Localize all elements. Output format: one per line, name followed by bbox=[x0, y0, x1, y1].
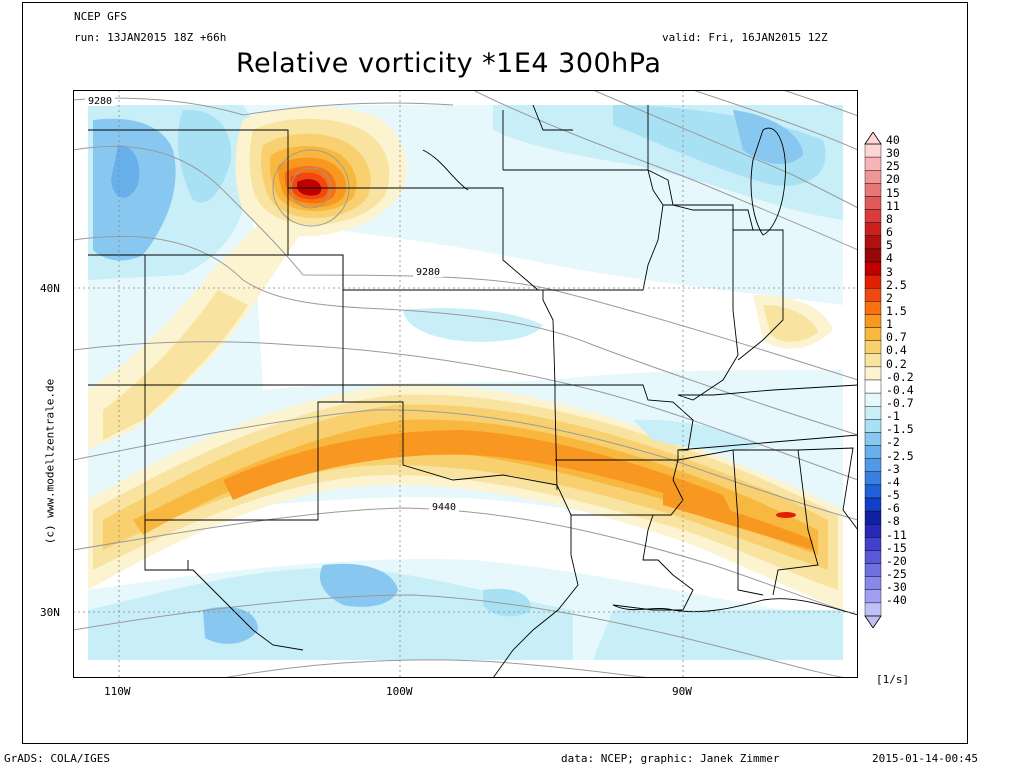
vorticity-field bbox=[88, 105, 843, 660]
colorbar-swatch bbox=[864, 484, 882, 499]
colorbar-swatch bbox=[864, 235, 882, 250]
colorbar-swatch bbox=[864, 419, 882, 433]
colorbar-tick-label: 30 bbox=[886, 146, 900, 161]
colorbar-tick-label: 3 bbox=[886, 264, 893, 279]
colorbar-tick-label: -40 bbox=[886, 593, 907, 608]
lat-label-40n: 40N bbox=[40, 282, 60, 295]
colorbar-swatch bbox=[864, 576, 882, 590]
colorbar-swatch bbox=[864, 550, 882, 564]
colorbar-tick-label: -15 bbox=[886, 540, 907, 555]
colorbar-swatch bbox=[864, 445, 882, 459]
colorbar-tick-label: 0.2 bbox=[886, 356, 907, 371]
footer-software: GrADS: COLA/IGES bbox=[4, 752, 110, 765]
colorbar-swatch bbox=[864, 524, 882, 538]
colorbar-swatch bbox=[864, 156, 882, 171]
colorbar-tick-label: 8 bbox=[886, 211, 893, 226]
colorbar-tick-label: -8 bbox=[886, 514, 900, 529]
colorbar-swatch bbox=[864, 196, 882, 210]
colorbar-tick-label: 5 bbox=[886, 238, 893, 253]
chart-title: Relative vorticity *1E4 300hPa bbox=[236, 48, 662, 79]
plot-frame bbox=[22, 2, 968, 744]
colorbar-tick-label: -0.2 bbox=[886, 369, 914, 384]
contour-label: 9280 bbox=[416, 267, 440, 278]
colorbar-tick-label: 4 bbox=[886, 251, 893, 266]
political-borders bbox=[88, 104, 858, 678]
colorbar-tick-label: -3 bbox=[886, 461, 900, 476]
colorbar-swatch bbox=[864, 379, 882, 394]
colorbar-swatch bbox=[864, 497, 882, 512]
colorbar-tick-label: -2.5 bbox=[886, 448, 914, 463]
colorbar-tick-label: -0.7 bbox=[886, 396, 914, 410]
watermark: (c) www.modellzentrale.de bbox=[43, 378, 57, 545]
colorbar-swatch bbox=[864, 183, 882, 197]
lon-label-100w: 100W bbox=[386, 685, 413, 698]
colorbar-swatch bbox=[864, 301, 882, 315]
colorbar-swatch bbox=[864, 392, 882, 407]
colorbar-swatch bbox=[864, 222, 882, 236]
colorbar-tick-label: 20 bbox=[886, 172, 900, 187]
colorbar-swatch bbox=[864, 261, 882, 276]
colorbar-swatch bbox=[864, 248, 882, 263]
colorbar-tick-label: -30 bbox=[886, 580, 907, 595]
colorbar-tick-label: -4 bbox=[886, 474, 900, 489]
contour-label: 9280 bbox=[88, 96, 112, 107]
colorbar-swatch bbox=[864, 366, 882, 381]
colorbar-swatch bbox=[864, 274, 882, 289]
colorbar-tick-label: -25 bbox=[886, 566, 907, 581]
colorbar-tick-label: -5 bbox=[886, 488, 900, 503]
colorbar-swatch bbox=[864, 510, 882, 525]
valid-time: valid: Fri, 16JAN2015 12Z bbox=[662, 31, 828, 44]
colorbar-tick-label: 15 bbox=[886, 185, 900, 200]
map-border bbox=[73, 90, 858, 678]
colorbar-tick-label: 6 bbox=[886, 225, 893, 240]
lon-label-110w: 110W bbox=[104, 685, 131, 698]
colorbar-swatch bbox=[864, 602, 882, 617]
colorbar-swatch bbox=[864, 406, 882, 420]
colorbar-swatch bbox=[864, 353, 882, 368]
colorbar-tick-label: 0.4 bbox=[886, 343, 907, 358]
colorbar-tick-label: 2.5 bbox=[886, 277, 907, 292]
lat-label-30n: 30N bbox=[40, 606, 60, 619]
colorbar-tick-label: -1.5 bbox=[886, 422, 914, 437]
colorbar-swatch bbox=[864, 589, 882, 604]
colorbar-tick-label: -1 bbox=[886, 409, 900, 424]
colorbar-top-arrow bbox=[864, 132, 882, 145]
colorbar-swatch bbox=[864, 471, 882, 486]
colorbar-swatch bbox=[864, 458, 882, 472]
colorbar-unit: [1/s] bbox=[876, 673, 910, 686]
footer-credit: data: NCEP; graphic: Janek Zimmer bbox=[561, 752, 780, 765]
colorbar-swatch bbox=[864, 340, 882, 354]
colorbar bbox=[864, 132, 882, 628]
contour-label: 9440 bbox=[432, 502, 456, 513]
colorbar-bottom-arrow bbox=[864, 615, 882, 628]
colorbar-tick-label: 2 bbox=[886, 290, 893, 305]
colorbar-tick-label: 0.7 bbox=[886, 330, 907, 345]
colorbar-swatch bbox=[864, 563, 882, 577]
footer-timestamp: 2015-01-14-00:45 bbox=[872, 752, 978, 765]
colorbar-swatch bbox=[864, 327, 882, 341]
colorbar-swatch bbox=[864, 314, 882, 328]
vorticity-map: 9280 9280 9440 bbox=[73, 90, 858, 678]
model-name: NCEP GFS bbox=[74, 10, 127, 23]
colorbar-tick-label: 11 bbox=[886, 198, 900, 213]
colorbar-tick-label: -20 bbox=[886, 553, 907, 568]
colorbar-tick-label: -11 bbox=[886, 527, 907, 542]
lon-label-90w: 90W bbox=[672, 685, 692, 698]
colorbar-swatch bbox=[864, 288, 882, 302]
colorbar-tick-label: -6 bbox=[886, 501, 900, 516]
colorbar-tick-label: -2 bbox=[886, 435, 900, 450]
colorbar-tick-label: 40 bbox=[886, 133, 900, 147]
colorbar-tick-label: -0.4 bbox=[886, 382, 914, 397]
colorbar-swatch bbox=[864, 209, 882, 223]
colorbar-swatch bbox=[864, 537, 882, 551]
colorbar-tick-label: 25 bbox=[886, 159, 900, 174]
colorbar-swatch bbox=[864, 170, 882, 184]
lat-lon-grid bbox=[73, 90, 858, 678]
colorbar-tick-label: 1.5 bbox=[886, 303, 907, 318]
colorbar-swatch bbox=[864, 143, 882, 158]
colorbar-swatch bbox=[864, 432, 882, 446]
run-info: run: 13JAN2015 18Z +66h bbox=[74, 31, 227, 44]
colorbar-tick-label: 1 bbox=[886, 317, 893, 332]
